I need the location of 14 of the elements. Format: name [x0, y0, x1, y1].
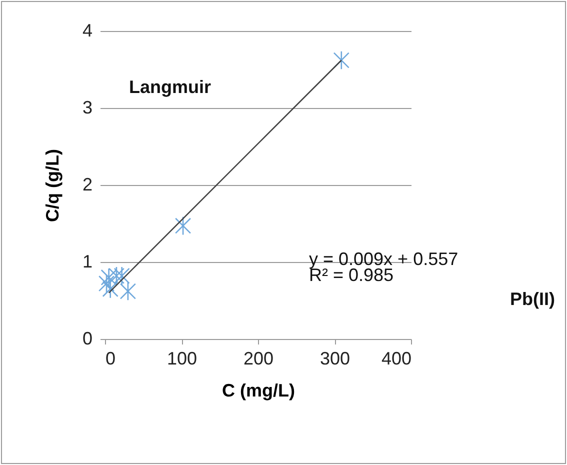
- x-tick-label: 100: [166, 348, 198, 368]
- y-tick-label: 2: [82, 174, 92, 194]
- y-tick-label: 1: [82, 252, 92, 272]
- text: Pb(II): [510, 289, 555, 309]
- y-tick-label: 4: [82, 20, 92, 40]
- y-axis-title: C/q (g/L): [42, 149, 62, 222]
- x-tick-label: 300: [320, 348, 350, 368]
- annotation: Langmuir: [129, 77, 212, 97]
- x-tick-label: 0: [106, 348, 116, 368]
- y-tick-label: 0: [82, 328, 92, 348]
- x-tick-label: 400: [381, 348, 412, 368]
- x-tick-label: 200: [243, 348, 274, 368]
- y-tick-label: 3: [82, 98, 92, 118]
- x-axis-title: C (mg/L): [222, 380, 295, 400]
